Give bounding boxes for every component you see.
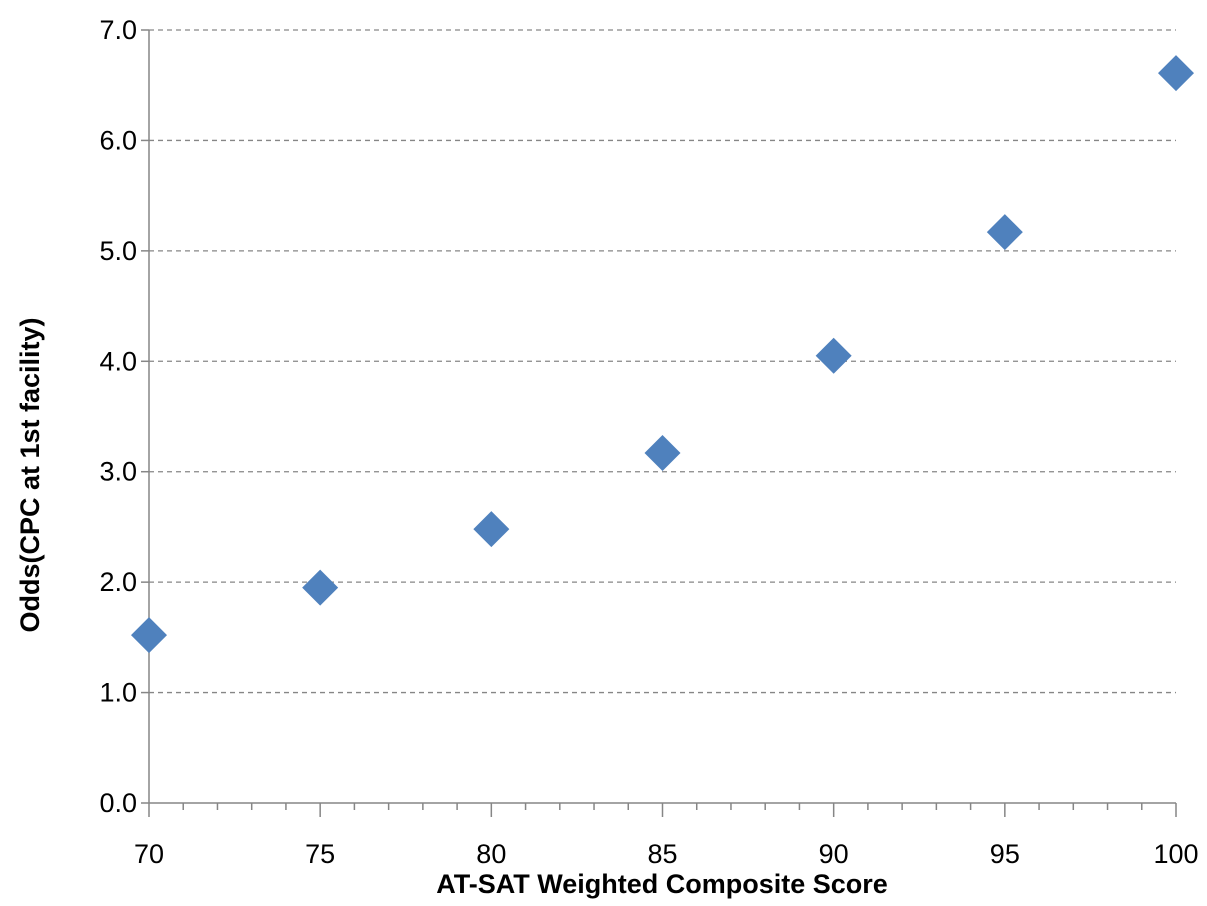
x-tick-label: 90	[819, 839, 849, 869]
y-tick-label: 0.0	[99, 788, 137, 818]
y-tick-label: 6.0	[99, 125, 137, 155]
x-axis-title: AT-SAT Weighted Composite Score	[436, 869, 888, 899]
data-point-diamond	[1158, 55, 1194, 92]
data-points	[131, 55, 1194, 654]
y-tick-label: 3.0	[99, 457, 137, 487]
x-tick-label: 100	[1153, 839, 1198, 869]
y-tick-label: 1.0	[99, 678, 137, 708]
data-point-diamond	[644, 434, 681, 471]
data-point-diamond	[986, 214, 1023, 251]
x-tick-label: 75	[305, 839, 335, 869]
y-tick-label: 2.0	[99, 567, 137, 597]
axes	[141, 29, 1177, 817]
tick-labels: 0.0 1.0 2.0 3.0 4.0 5.0 6.0 7.0 70 75 80 85 90 95 100	[99, 15, 1198, 869]
y-axis-title: Odds(CPC at 1st facility)	[15, 317, 45, 632]
data-point-diamond	[131, 617, 167, 654]
y-tick-label: 7.0	[99, 15, 137, 45]
data-point-diamond	[302, 569, 339, 606]
x-tick-label: 85	[647, 839, 677, 869]
data-point-diamond	[815, 337, 852, 374]
y-tick-label: 4.0	[99, 346, 137, 376]
x-tick-label: 70	[134, 839, 164, 869]
x-tick-label: 95	[990, 839, 1020, 869]
y-tick-label: 5.0	[99, 236, 137, 266]
data-point-diamond	[473, 511, 510, 548]
x-tick-label: 80	[476, 839, 506, 869]
grid-lines	[149, 29, 1176, 694]
